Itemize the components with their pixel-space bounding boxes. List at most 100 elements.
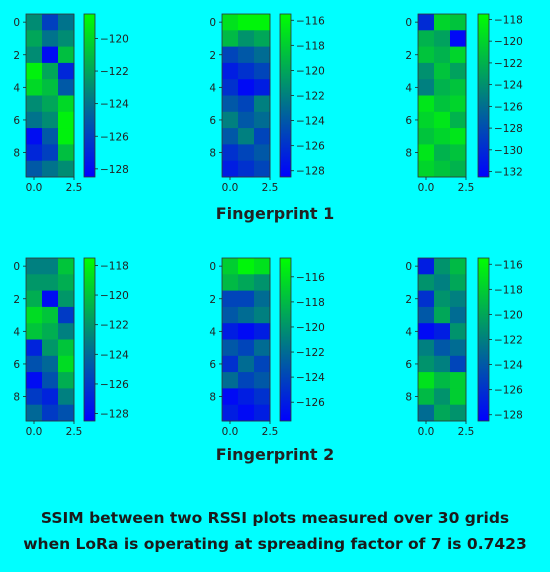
heatmap-cell	[254, 388, 271, 406]
colorbar-tick-label: −118	[296, 297, 325, 309]
heatmap-cell	[42, 128, 59, 145]
heatmap-cell	[26, 14, 43, 31]
heatmap-cell	[254, 274, 271, 291]
heatmap-cell	[418, 323, 435, 340]
heatmap-cell	[238, 79, 255, 96]
heatmap-cell	[238, 290, 255, 308]
heatmap-cell	[450, 160, 467, 178]
colorbar-tick-label: −122	[100, 66, 129, 78]
heatmap-cell	[58, 339, 75, 357]
heatmap-cell	[238, 339, 255, 357]
y-tick-label: 4	[13, 326, 20, 338]
y-tick-label: 8	[209, 392, 216, 404]
heatmap-cell	[42, 95, 59, 113]
heatmap-cell	[26, 79, 43, 96]
colorbar	[83, 13, 96, 178]
heatmap-cell	[58, 95, 75, 113]
y-tick-label: 4	[209, 82, 216, 94]
heatmap-frame	[221, 13, 271, 178]
heatmap-cell	[434, 258, 451, 275]
heatmap-cell	[418, 355, 435, 373]
heatmap-cell	[254, 128, 271, 145]
heatmap-cell	[42, 111, 59, 129]
colorbar-tick-label: −124	[494, 360, 523, 372]
heatmap-cell	[450, 258, 467, 275]
colorbar-tick-label: −116	[494, 259, 523, 271]
heatmap-cell	[238, 355, 255, 373]
heatmap-cell	[434, 30, 451, 47]
y-tick-label: 8	[405, 392, 412, 404]
colorbar-tick-label: −128	[494, 123, 523, 135]
heatmap-cell	[26, 30, 43, 47]
heatmap-cell	[434, 372, 451, 389]
y-tick-label: 6	[13, 115, 20, 127]
heatmap-cell	[238, 306, 255, 324]
heatmap-cell	[254, 404, 271, 422]
x-tick-label: 2.5	[262, 426, 279, 438]
x-tick-label: 2.5	[458, 426, 475, 438]
heatmap-cell	[450, 339, 467, 357]
heatmap-cell	[450, 95, 467, 113]
colorbar-tick-label: −122	[296, 347, 325, 359]
heatmap-cell	[450, 30, 467, 47]
heatmap-panel-1: 0 2 4 6 8 0.0 2.5 −120 −122 −124 −126 −128	[13, 13, 129, 194]
heatmap-cell	[238, 258, 255, 275]
heatmap-cell	[450, 306, 467, 324]
colorbar-tick-label: −122	[494, 335, 523, 347]
x-tick-label: 2.5	[66, 182, 83, 194]
heatmap-cell	[434, 160, 451, 178]
fingerprint-2-title: Fingerprint 2	[215, 445, 335, 464]
heatmap-cell	[222, 62, 239, 80]
heatmap-cell	[418, 111, 435, 129]
y-tick-label: 4	[405, 326, 412, 338]
colorbar-tick-label: −120	[494, 36, 523, 48]
heatmap-cell	[42, 79, 59, 96]
heatmap-cell	[254, 355, 271, 373]
heatmap-cell	[238, 62, 255, 80]
heatmap-cell	[58, 404, 75, 422]
y-tick-label: 6	[405, 115, 412, 127]
ssim-summary-line-1: SSIM between two RSSI plots measured ove…	[40, 509, 510, 527]
heatmap-cell	[418, 160, 435, 178]
heatmap-cell	[222, 372, 239, 389]
heatmap-cell	[42, 404, 59, 422]
heatmap-cell	[238, 30, 255, 47]
heatmap-cell	[254, 144, 271, 162]
colorbar-tick-label: −118	[296, 40, 325, 52]
heatmap-cell	[418, 290, 435, 308]
heatmap-frame	[417, 257, 467, 422]
y-tick-label: 6	[405, 359, 412, 371]
heatmap-cell	[434, 339, 451, 357]
heatmap-cell	[222, 258, 239, 275]
heatmap-cell	[238, 323, 255, 340]
heatmap-cell	[434, 306, 451, 324]
heatmap-cell	[58, 388, 75, 406]
heatmap-cell	[238, 46, 255, 64]
heatmap-cell	[418, 258, 435, 275]
colorbar-tick-label: −126	[494, 385, 523, 397]
heatmap-cell	[26, 388, 43, 406]
heatmap-cell	[222, 306, 239, 324]
heatmap-cell	[222, 388, 239, 406]
heatmap-cell	[238, 160, 255, 178]
heatmap-cell	[222, 14, 239, 31]
heatmap-cell	[42, 46, 59, 64]
y-tick-label: 8	[209, 148, 216, 160]
heatmap-cell	[238, 128, 255, 145]
colorbar-tick-label: −122	[494, 58, 523, 70]
heatmap-cell	[26, 372, 43, 389]
heatmap-cell	[434, 290, 451, 308]
heatmap-cell	[26, 128, 43, 145]
x-tick-label: 0.0	[26, 426, 43, 438]
heatmap-cell	[26, 290, 43, 308]
y-tick-label: 6	[13, 359, 20, 371]
heatmap-cell	[58, 274, 75, 291]
colorbar-tick-label: −118	[494, 14, 523, 26]
colorbar-tick-label: −120	[100, 33, 129, 45]
heatmap-cell	[26, 306, 43, 324]
heatmap-cell	[58, 30, 75, 47]
y-tick-label: 4	[405, 82, 412, 94]
heatmap-cell	[238, 372, 255, 389]
